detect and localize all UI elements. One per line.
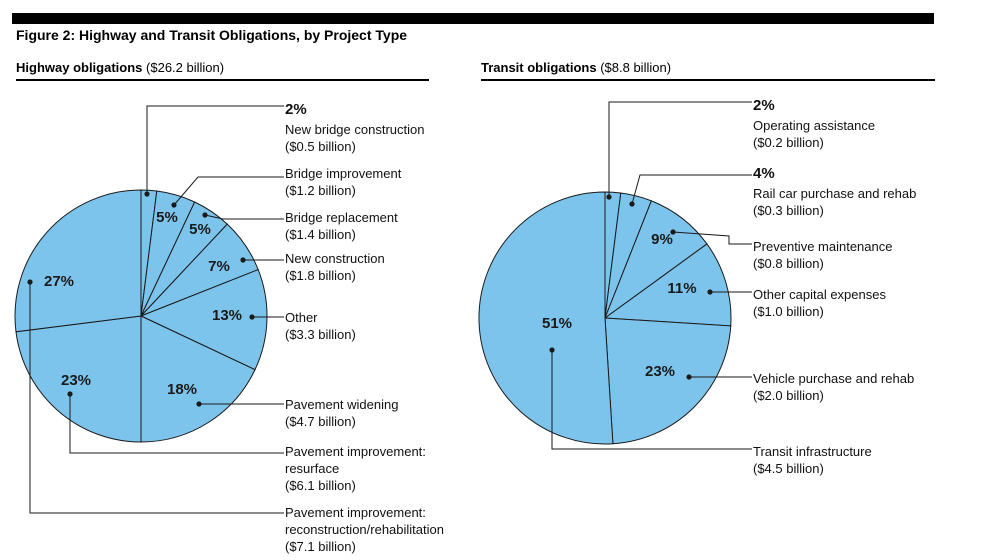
transit-callout-text: Transit infrastructure <box>753 444 872 459</box>
transit-callout-text: Other capital expenses <box>753 287 886 302</box>
transit-callout-text: ($2.0 billion) <box>753 388 824 403</box>
highway-callout-text: Pavement widening <box>285 397 398 412</box>
highway-callout-text: Other <box>285 310 318 325</box>
transit-leader-line <box>551 350 752 450</box>
transit-leader-dot <box>670 229 676 235</box>
highway-title-rule <box>16 79 429 81</box>
highway-leader-dot <box>67 391 73 397</box>
transit-callout-text: ($0.3 billion) <box>753 203 824 218</box>
highway-callout-text: Pavement improvement: <box>285 505 426 520</box>
highway-leader-line <box>173 176 284 206</box>
highway-callout-text: Bridge replacement <box>285 210 398 225</box>
transit-title-rule <box>481 79 935 81</box>
highway-pct-label: 23% <box>61 372 91 389</box>
highway-callout-text: ($1.2 billion) <box>285 183 356 198</box>
transit-pct-label: 9% <box>651 231 673 248</box>
highway-callout-text: ($1.4 billion) <box>285 227 356 242</box>
transit-slice <box>478 191 614 445</box>
transit-slice <box>604 317 732 445</box>
highway-pct-label: 5% <box>189 221 211 238</box>
highway-slice <box>139 268 268 371</box>
transit-pct-label: 51% <box>542 315 572 332</box>
highway-slice <box>15 315 142 443</box>
transit-leader-dot <box>707 289 713 295</box>
transit-callout-text: Vehicle purchase and rehab <box>753 371 914 386</box>
transit-callout-text: Operating assistance <box>753 118 875 133</box>
transit-leader-dot <box>606 194 612 200</box>
highway-leader-dot <box>144 191 150 197</box>
transit-callout-pct: 2% <box>753 97 775 114</box>
highway-leader-dot <box>249 314 255 320</box>
highway-title-bold: Highway obligations <box>16 60 143 75</box>
highway-leader-line <box>204 214 284 220</box>
transit-leader-line <box>608 101 752 197</box>
highway-leader-dot <box>240 257 246 263</box>
transit-callout-pct: 4% <box>753 165 775 182</box>
highway-callout-text: ($7.1 billion) <box>285 539 356 554</box>
transit-pct-label: 11% <box>667 280 696 297</box>
transit-callout-text: ($0.2 billion) <box>753 135 824 150</box>
highway-callout-text: ($4.7 billion) <box>285 414 356 429</box>
highway-leader-dot <box>196 401 202 407</box>
highway-callout-text: resurface <box>285 461 339 476</box>
transit-pct-label: 23% <box>645 363 675 380</box>
highway-callout-text: ($3.3 billion) <box>285 327 356 342</box>
highway-leader-dot <box>171 202 177 208</box>
transit-leader-dot <box>629 201 635 207</box>
highway-callout-text: reconstruction/rehabilitation <box>285 522 444 537</box>
highway-pie: 5% 5% 7% 13% 18% 23% 27% 2% New bridge construct… <box>14 101 444 554</box>
highway-title-amount: ($26.2 billion) <box>146 60 225 75</box>
highway-callout-text: ($1.8 billion) <box>285 268 356 283</box>
highway-callout-text: Pavement improvement: <box>285 444 426 459</box>
transit-leader-dot <box>549 347 555 353</box>
figure-top-bar <box>12 13 934 24</box>
highway-leader-line <box>69 394 284 454</box>
highway-callout-text: ($6.1 billion) <box>285 478 356 493</box>
transit-leader-line <box>631 174 752 205</box>
highway-section-title: Highway obligations ($26.2 billion) <box>16 60 224 75</box>
highway-callout-text: New construction <box>285 251 385 266</box>
transit-leader-dot <box>686 374 692 380</box>
highway-slice <box>14 189 142 333</box>
transit-title-bold: Transit obligations <box>481 60 597 75</box>
transit-leader-line <box>672 231 752 245</box>
highway-leader-line <box>29 282 284 514</box>
transit-callout-text: ($0.8 billion) <box>753 256 824 271</box>
highway-pct-label: 5% <box>156 209 178 226</box>
highway-leader-dot <box>27 279 33 285</box>
highway-pct-label: 7% <box>208 258 230 275</box>
highway-leader-line <box>146 105 284 194</box>
transit-section-title: Transit obligations ($8.8 billion) <box>481 60 671 75</box>
highway-pct-label: 13% <box>212 307 242 324</box>
highway-pct-label: 18% <box>167 381 197 398</box>
transit-pie: 9% 11% 23% 51% 2% Operating assistance ($0.2 b… <box>478 97 916 476</box>
highway-pct-label: 27% <box>44 273 74 290</box>
highway-callout-text: ($0.5 billion) <box>285 139 356 154</box>
highway-callout-text: Bridge improvement <box>285 166 402 181</box>
transit-callout-text: ($1.0 billion) <box>753 304 824 319</box>
transit-callout-text: ($4.5 billion) <box>753 461 824 476</box>
highway-callout-pct: 2% <box>285 101 307 118</box>
highway-slice <box>140 315 256 443</box>
transit-slice <box>603 243 732 327</box>
transit-callout-text: Preventive maintenance <box>753 239 892 254</box>
transit-title-amount: ($8.8 billion) <box>600 60 672 75</box>
figure-title: Figure 2: Highway and Transit Obligation… <box>16 27 408 43</box>
highway-leader-dot <box>202 212 208 218</box>
highway-callout-text: New bridge construction <box>285 122 424 137</box>
transit-callout-text: Rail car purchase and rehab <box>753 186 916 201</box>
